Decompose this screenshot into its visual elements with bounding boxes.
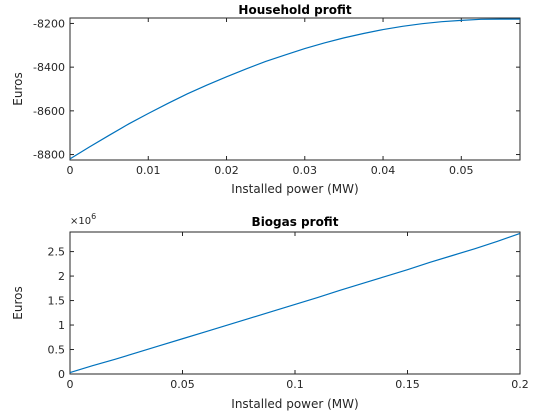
household-x-axis-label: Installed power (MW) xyxy=(231,182,358,196)
household-x-tick-label: 0.03 xyxy=(293,164,318,177)
biogas-x-tick-label: 0.15 xyxy=(395,378,420,391)
biogas-x-tick-label: 0.2 xyxy=(511,378,529,391)
biogas-profit-axes: 0 0.05 0.1 0.15 0.2 0 0.5 1 1.5 2 2.5 Biogas prof… xyxy=(11,212,529,411)
household-x-ticks: 0 0.01 0.02 0.03 0.04 0.05 xyxy=(67,18,474,177)
household-profit-line xyxy=(69,18,520,160)
household-y-tick-label: -8400 xyxy=(33,61,65,74)
biogas-exponent-power: 6 xyxy=(91,212,96,221)
biogas-y-ticks: 0 0.5 1 1.5 2 2.5 xyxy=(48,246,520,381)
biogas-y-tick-label: 0.5 xyxy=(48,344,66,357)
household-x-tick-label: 0.04 xyxy=(371,164,396,177)
household-profit-axes: 0 0.01 0.02 0.03 0.04 0.05 -8800 -8600 -8400 -82… xyxy=(11,3,521,196)
biogas-y-tick-label: 0 xyxy=(58,368,65,381)
biogas-exponent-base: ×10 xyxy=(70,216,91,227)
biogas-y-tick-label: 1 xyxy=(58,319,65,332)
household-x-tick-label: 0 xyxy=(67,164,74,177)
biogas-y-exponent-label: ×106 xyxy=(70,212,96,227)
household-y-tick-label: -8600 xyxy=(33,105,65,118)
household-plot-frame xyxy=(69,17,521,161)
biogas-x-tick-label: 0.05 xyxy=(170,378,195,391)
biogas-chart-title: Biogas profit xyxy=(252,215,339,229)
household-chart-title: Household profit xyxy=(238,3,351,17)
household-y-tick-label: -8800 xyxy=(33,149,65,162)
biogas-y-tick-label: 2.5 xyxy=(48,246,66,259)
household-x-tick-label: 0.02 xyxy=(214,164,239,177)
biogas-x-tick-label: 0 xyxy=(67,378,74,391)
biogas-y-tick-label: 2 xyxy=(58,270,65,283)
biogas-x-tick-label: 0.1 xyxy=(286,378,304,391)
biogas-y-tick-label: 1.5 xyxy=(48,295,66,308)
biogas-x-ticks: 0 0.05 0.1 0.15 0.2 xyxy=(67,232,529,391)
biogas-x-axis-label: Installed power (MW) xyxy=(231,397,358,411)
biogas-y-axis-label: Euros xyxy=(11,286,25,319)
household-x-tick-label: 0.01 xyxy=(136,164,161,177)
household-y-tick-label: -8200 xyxy=(33,17,65,30)
household-x-tick-label: 0.05 xyxy=(449,164,474,177)
household-y-ticks: -8800 -8600 -8400 -8200 xyxy=(33,17,520,162)
biogas-profit-line xyxy=(69,232,521,374)
household-y-axis-label: Euros xyxy=(11,72,25,105)
